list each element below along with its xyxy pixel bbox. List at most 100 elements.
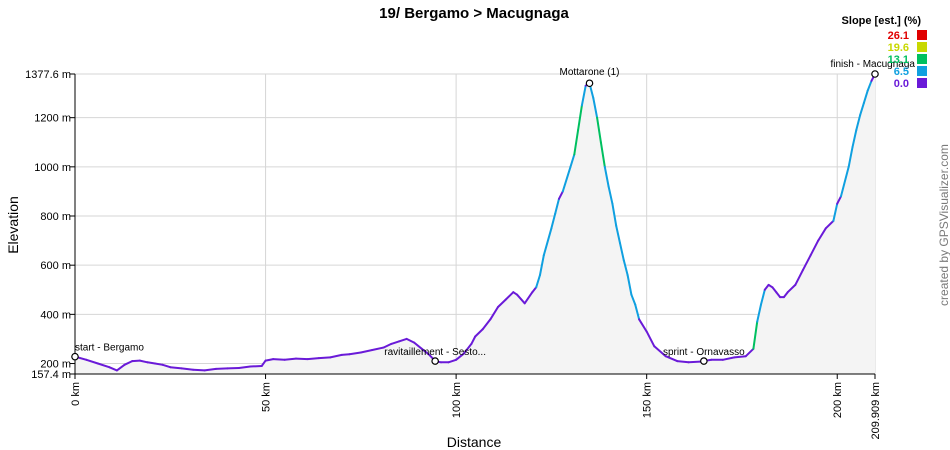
elevation-segment xyxy=(481,318,492,331)
elevation-segment xyxy=(237,365,252,369)
legend-swatch xyxy=(917,66,927,76)
elevation-segment xyxy=(862,89,869,104)
x-tick-label: 209.909 km xyxy=(870,382,882,439)
elevation-segment xyxy=(577,104,583,131)
elevation-segment xyxy=(569,153,576,168)
elevation-segment xyxy=(397,337,408,343)
elevation-segment xyxy=(596,116,602,144)
elevation-segment xyxy=(146,361,156,365)
legend-value: 0.0 xyxy=(894,78,909,90)
elevation-segment xyxy=(744,347,755,358)
elevation-segment xyxy=(85,358,99,365)
elevation-segment xyxy=(462,342,473,355)
elevation-segment xyxy=(763,283,770,291)
elevation-segment xyxy=(539,254,545,276)
elevation-segment xyxy=(859,101,865,117)
elevation-segment xyxy=(622,259,629,276)
y-tick-label: 1377.6 m xyxy=(25,69,71,81)
elevation-fill xyxy=(75,74,875,374)
elevation-segment xyxy=(123,360,134,366)
legend-swatch xyxy=(917,54,927,64)
elevation-segment xyxy=(775,291,782,299)
elevation-segment xyxy=(531,286,538,294)
elevation-segment xyxy=(615,224,621,245)
elevation-segment xyxy=(260,359,267,367)
elevation-segment xyxy=(542,227,553,257)
legend-swatch xyxy=(917,30,927,40)
elevation-segment xyxy=(272,358,286,361)
waypoint-label: finish - Macugnaga xyxy=(831,59,916,70)
elevation-segment xyxy=(840,165,850,198)
legend-value: 19.6 xyxy=(888,42,909,54)
elevation-segment xyxy=(847,146,854,168)
waypoint-label: start - Bergamo xyxy=(75,343,144,354)
elevation-segment xyxy=(413,341,423,350)
y-tick-label: 1000 m xyxy=(34,162,71,174)
elevation-segment xyxy=(497,298,507,308)
elevation-segment xyxy=(523,291,534,305)
elevation-segment xyxy=(855,114,862,131)
elevation-segment xyxy=(535,274,541,289)
legend-swatch xyxy=(917,42,927,52)
elevation-segment xyxy=(866,79,873,92)
elevation-segment xyxy=(645,330,656,348)
waypoint-label: sprint - Ornavasso xyxy=(663,347,745,358)
y-tick-label: 400 m xyxy=(40,309,71,321)
y-tick-label: 800 m xyxy=(40,211,71,223)
elevation-segment xyxy=(607,185,614,205)
elevation-segment xyxy=(817,227,827,242)
axes: 0 km 50 km 100 km 150 km 200 km 209.909 km 157… xyxy=(25,69,882,439)
credit-text: created by GPSVisualizer.com xyxy=(937,144,950,306)
waypoint-marker xyxy=(431,357,439,365)
elevation-segment xyxy=(809,239,820,257)
elevation-segment xyxy=(169,366,183,370)
plot-area xyxy=(74,73,876,374)
elevation-segment xyxy=(851,129,858,149)
elevation-segment xyxy=(264,358,275,362)
elevation-segment xyxy=(115,363,126,372)
elevation-segment xyxy=(554,197,560,215)
elevation-segment xyxy=(340,353,351,356)
elevation-segment xyxy=(516,293,526,305)
waypoint-marker xyxy=(871,70,879,78)
elevation-segment xyxy=(474,328,484,338)
elevation-segment xyxy=(329,353,343,359)
x-axis-label: Distance xyxy=(447,434,502,450)
elevation-segment xyxy=(687,360,701,364)
elevation-segment xyxy=(382,342,393,349)
elevation-segment xyxy=(752,320,759,350)
elevation-segment xyxy=(599,141,606,168)
elevation-segment xyxy=(801,254,812,272)
elevation-segment xyxy=(558,190,564,200)
y-tick-label: 1200 m xyxy=(34,113,71,125)
y-tick-label: 200 m xyxy=(40,359,71,371)
elevation-segment xyxy=(203,367,217,372)
elevation-segment xyxy=(249,365,263,368)
elevation-segment xyxy=(756,303,762,323)
x-tick-label: 0 km xyxy=(70,382,82,406)
waypoint-marker xyxy=(700,357,708,365)
elevation-segment xyxy=(295,357,309,361)
elevation-segment xyxy=(836,195,842,205)
x-tick-label: 150 km xyxy=(642,382,654,418)
elevation-segment xyxy=(131,359,141,363)
waypoints: start - Bergamo ravitaillement - Sesto...… xyxy=(71,59,916,365)
elevation-segment xyxy=(786,283,797,294)
elevation-segment xyxy=(573,129,580,156)
elevation-segment xyxy=(283,357,297,361)
elevation-segment xyxy=(664,355,679,363)
waypoint-marker xyxy=(71,352,79,361)
elevation-segment xyxy=(420,347,431,356)
elevation-segment xyxy=(561,165,572,193)
elevation-segment xyxy=(359,349,374,354)
elevation-segment xyxy=(619,242,625,262)
elevation-segment xyxy=(653,345,667,358)
elevation-segment xyxy=(489,306,499,321)
elevation-segment xyxy=(192,368,206,372)
elevation-segment xyxy=(721,356,736,361)
elevation-segment xyxy=(676,360,690,364)
elevation-segment xyxy=(455,352,465,361)
y-axis-label: Elevation xyxy=(5,196,21,254)
chart-title: 19/ Bergamo > Macugnaga xyxy=(379,5,569,22)
